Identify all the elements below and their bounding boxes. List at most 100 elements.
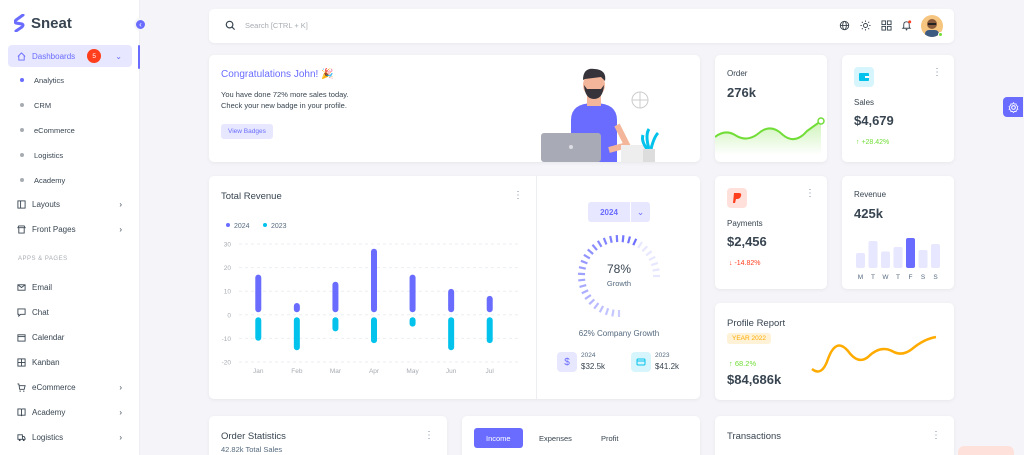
sidebar-item-ecommerce[interactable]: eCommerce ›	[8, 376, 132, 398]
bar-2024-apr[interactable]	[371, 248, 377, 313]
globe-icon[interactable]	[839, 20, 850, 31]
order-card: Order 276k	[715, 55, 827, 162]
more-options-icon[interactable]: ⋮	[513, 190, 523, 201]
profile-change: ↑ 68.2%	[729, 359, 756, 368]
sidebar: Sneat ‹ Dashboards 5 ⌄ APPS & PAGES Anal…	[0, 0, 147, 455]
day-label: S	[933, 274, 938, 281]
arrow-up-icon: ↑	[856, 139, 862, 146]
user-avatar[interactable]	[921, 15, 943, 37]
bar-2024-feb[interactable]	[293, 303, 300, 313]
sidebar-item-layouts[interactable]: Layouts ›	[8, 193, 132, 215]
sidebar-item-label: eCommerce	[32, 382, 76, 392]
sidebar-item-email[interactable]: Email	[8, 276, 132, 298]
sidebar-item-kanban[interactable]: Kanban	[8, 351, 132, 373]
more-options-icon[interactable]: ⋮	[932, 67, 942, 78]
sidebar-item-logistics[interactable]: Logistics ›	[8, 426, 132, 448]
bar-2023-jun[interactable]	[448, 317, 455, 351]
y-tick-label: -20	[222, 360, 232, 367]
congrats-text: You have done 72% more sales today. Chec…	[221, 89, 381, 111]
search-input[interactable]: Search [CTRL + K]	[245, 21, 308, 30]
bar-2024-jan[interactable]	[255, 274, 262, 313]
revenue-day-bar[interactable]	[868, 241, 878, 268]
revenue-day-bar[interactable]	[881, 251, 890, 269]
gauge-tick	[609, 235, 613, 244]
brand[interactable]: Sneat	[14, 14, 72, 32]
collapse-sidebar-button[interactable]: ‹	[134, 18, 147, 31]
payments-change: ↓ -14.82%	[729, 260, 761, 267]
profile-sparkline	[811, 335, 937, 373]
transactions-title: Transactions	[727, 431, 782, 442]
sun-icon[interactable]	[860, 20, 871, 31]
sidebar-item-front-pages[interactable]: Front Pages ›	[8, 218, 132, 240]
gauge-tick	[621, 235, 625, 243]
profile-report-title: Profile Report	[727, 318, 786, 329]
notification-badge: 5	[87, 49, 102, 63]
bar-2024-jun[interactable]	[448, 288, 455, 313]
sidebar-subitem-academy[interactable]: Academy	[20, 170, 65, 190]
gauge-tick	[611, 309, 615, 317]
chevron-right-icon: ›	[119, 199, 122, 209]
more-options-icon[interactable]: ⋮	[931, 430, 941, 441]
revenue-value: 425k	[854, 206, 883, 221]
income-card: Income Expenses Profit	[462, 416, 700, 455]
bar-2023-jul[interactable]	[486, 317, 493, 344]
legend-marker	[263, 223, 267, 227]
bar-2024-may[interactable]	[409, 274, 416, 313]
sidebar-item-calendar[interactable]: Calendar	[8, 326, 132, 348]
legend-label[interactable]: 2023	[271, 223, 287, 230]
top-navbar: Search [CTRL + K]	[209, 9, 954, 43]
revenue-day-bar[interactable]	[856, 253, 865, 268]
search-icon[interactable]	[225, 20, 236, 31]
sidebar-item-chat[interactable]: Chat	[8, 301, 132, 323]
legend-label[interactable]: 2024	[234, 223, 250, 230]
bar-2023-apr[interactable]	[371, 317, 377, 344]
revenue-day-bar[interactable]	[918, 250, 928, 268]
view-badges-button[interactable]: View Badges	[221, 124, 273, 139]
settings-button[interactable]	[1003, 97, 1023, 117]
scrollbar[interactable]	[138, 45, 140, 69]
revenue-day-bar[interactable]	[893, 247, 903, 268]
more-options-icon[interactable]: ⋮	[424, 430, 434, 441]
sidebar-subitem-logistics[interactable]: Logistics	[20, 145, 63, 165]
more-options-icon[interactable]: ⋮	[805, 188, 815, 199]
sidebar-item-dashboards[interactable]: Dashboards 5 ⌄	[8, 45, 132, 67]
illustration-man-laptop	[541, 68, 660, 162]
bar-2023-mar[interactable]	[332, 317, 339, 332]
chevron-right-icon: ›	[119, 432, 122, 442]
tab-profit[interactable]: Profit	[601, 433, 619, 443]
apps-icon[interactable]	[881, 20, 892, 31]
bar-2023-feb[interactable]	[293, 317, 300, 351]
tab-expenses[interactable]: Expenses	[539, 433, 572, 443]
bullet-icon	[20, 153, 24, 157]
order-statistics-card: Order Statistics 42.82k Total Sales ⋮	[209, 416, 447, 455]
profile-report-card: Profile Report YEAR 2022 ↑ 68.2% $84,686…	[715, 303, 954, 400]
bell-icon[interactable]	[901, 20, 912, 31]
gauge-tick	[596, 240, 603, 248]
payments-change-value: -14.82%	[734, 260, 761, 267]
order-label: Order	[727, 69, 748, 78]
stat-2024-year: 2024	[581, 352, 596, 359]
sidebar-subitem-analytics[interactable]: Analytics	[20, 70, 64, 90]
gauge-tick	[578, 278, 586, 282]
y-tick-label: 20	[224, 265, 232, 272]
revenue-day-bar[interactable]	[906, 238, 915, 268]
bar-2024-mar[interactable]	[332, 281, 339, 313]
bar-2024-jul[interactable]	[486, 295, 493, 313]
profile-change-value: 68.2%	[734, 359, 757, 368]
sidebar-subitem-label: eCommerce	[34, 125, 75, 135]
sidebar-subitem-crm[interactable]: CRM	[20, 95, 51, 115]
x-tick-label: May	[406, 368, 419, 375]
sidebar-item-label: Front Pages	[32, 224, 76, 234]
revenue-day-bar[interactable]	[931, 244, 940, 268]
bar-2023-may[interactable]	[409, 317, 416, 327]
wallet-icon	[854, 67, 874, 87]
calendar-icon	[17, 333, 26, 342]
tab-income[interactable]: Income	[474, 428, 523, 448]
year-select[interactable]: 2024 ⌄	[588, 202, 650, 222]
mail-icon	[17, 283, 26, 292]
chevron-right-icon: ›	[119, 382, 122, 392]
sidebar-item-academy[interactable]: Academy ›	[8, 401, 132, 423]
bar-2023-jan[interactable]	[255, 317, 262, 341]
online-status-dot	[938, 32, 943, 37]
sidebar-subitem-ecommerce[interactable]: eCommerce	[20, 120, 75, 140]
